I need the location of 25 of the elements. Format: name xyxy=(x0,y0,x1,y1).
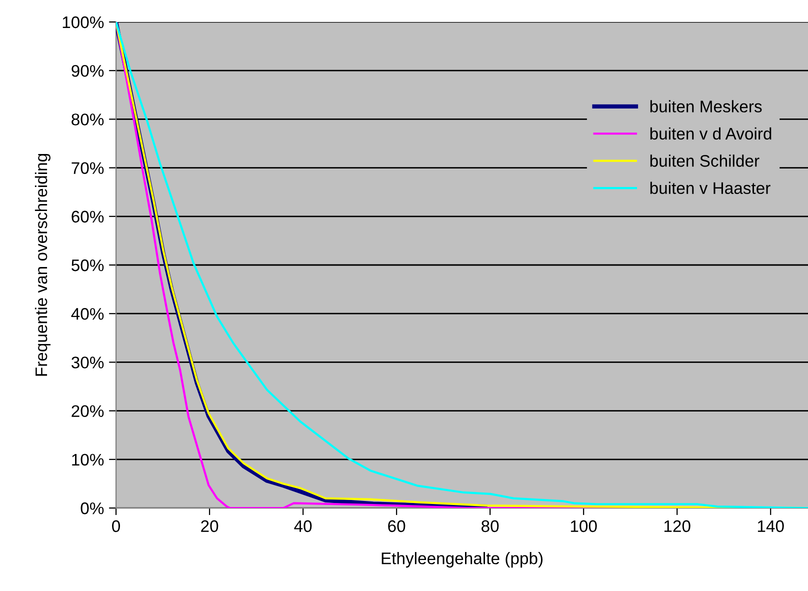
y-tick-label: 100% xyxy=(62,16,104,28)
y-tick-label: 90% xyxy=(72,64,104,77)
x-tick-label: 60 xyxy=(388,520,406,532)
y-tick-label: 60% xyxy=(72,210,104,223)
legend-label: buiten v d Avoird xyxy=(650,127,772,140)
x-axis-title: Ethyleengehalte (ppb) xyxy=(382,552,543,568)
x-tick-label: 80 xyxy=(482,520,499,532)
legend-label: buiten Schilder xyxy=(650,154,760,167)
y-tick-label: 40% xyxy=(71,308,104,320)
x-tick-label: 20 xyxy=(201,520,218,532)
y-tick-label: 70% xyxy=(72,162,104,174)
y-tick-label: 50% xyxy=(72,259,104,272)
y-tick-label: 20% xyxy=(72,405,104,418)
legend-label: buiten v Haaster xyxy=(650,182,770,194)
y-tick-label: 80% xyxy=(72,114,104,126)
x-tick-label: 0 xyxy=(112,520,120,532)
x-tick-label: 40 xyxy=(294,520,312,532)
y-tick-label: 30% xyxy=(72,356,104,368)
x-tick-label: 100 xyxy=(570,520,597,532)
y-tick-label: 10% xyxy=(72,454,104,466)
x-tick-label: 120 xyxy=(664,520,690,532)
x-tick-label: 140 xyxy=(758,520,784,532)
y-axis-title: Frequentie van overschreiding xyxy=(34,154,50,376)
y-tick-label: 0% xyxy=(80,502,104,514)
legend-label: buiten Meskers xyxy=(650,100,762,112)
